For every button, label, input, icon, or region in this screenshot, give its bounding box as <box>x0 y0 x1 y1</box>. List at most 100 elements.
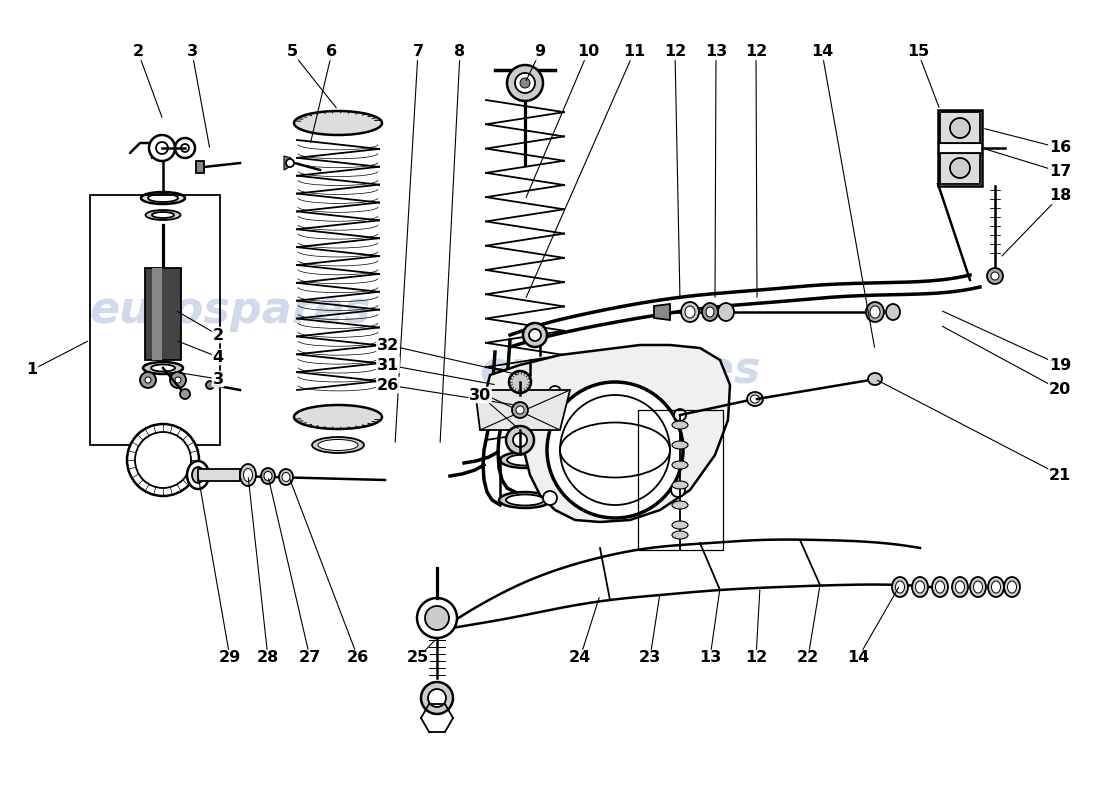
Text: 12: 12 <box>745 650 767 666</box>
Text: 22: 22 <box>796 650 820 666</box>
Ellipse shape <box>294 405 382 429</box>
Ellipse shape <box>706 307 714 317</box>
Ellipse shape <box>672 501 688 509</box>
Ellipse shape <box>507 454 543 466</box>
Circle shape <box>417 598 456 638</box>
Ellipse shape <box>243 469 253 482</box>
Polygon shape <box>938 110 982 186</box>
Circle shape <box>156 142 168 154</box>
Text: 2: 2 <box>132 45 144 59</box>
Circle shape <box>428 689 446 707</box>
Ellipse shape <box>141 192 185 204</box>
Text: eurospares: eurospares <box>89 289 371 331</box>
Text: 7: 7 <box>412 45 424 59</box>
Circle shape <box>950 118 970 138</box>
Ellipse shape <box>672 481 688 489</box>
Ellipse shape <box>892 577 907 597</box>
Ellipse shape <box>143 362 183 374</box>
Circle shape <box>509 371 531 393</box>
Text: 26: 26 <box>346 650 370 666</box>
Ellipse shape <box>145 210 180 220</box>
Text: 2: 2 <box>212 327 223 342</box>
Circle shape <box>175 377 182 383</box>
Ellipse shape <box>952 577 968 597</box>
Ellipse shape <box>866 302 884 322</box>
Ellipse shape <box>747 392 763 406</box>
Ellipse shape <box>672 461 688 469</box>
Polygon shape <box>940 153 980 184</box>
Circle shape <box>522 323 547 347</box>
Text: 8: 8 <box>454 45 465 59</box>
Ellipse shape <box>672 521 688 529</box>
Polygon shape <box>475 390 570 430</box>
Polygon shape <box>198 469 240 481</box>
Ellipse shape <box>187 461 209 489</box>
Ellipse shape <box>1004 577 1020 597</box>
Text: 15: 15 <box>906 45 930 59</box>
Ellipse shape <box>988 577 1004 597</box>
Ellipse shape <box>932 577 948 597</box>
Text: 14: 14 <box>847 650 869 666</box>
Ellipse shape <box>499 492 551 508</box>
Text: 12: 12 <box>664 45 686 59</box>
Polygon shape <box>940 112 980 143</box>
Text: 13: 13 <box>698 650 722 666</box>
Ellipse shape <box>685 306 695 318</box>
Circle shape <box>135 432 191 488</box>
Text: 3: 3 <box>186 45 198 59</box>
Text: 23: 23 <box>639 650 661 666</box>
Text: 26: 26 <box>377 378 399 393</box>
Text: 32: 32 <box>377 338 399 353</box>
Text: 24: 24 <box>569 650 591 666</box>
Ellipse shape <box>240 464 256 486</box>
Text: 1: 1 <box>26 362 37 378</box>
Circle shape <box>987 268 1003 284</box>
Text: 17: 17 <box>1049 165 1071 179</box>
Circle shape <box>991 272 999 280</box>
Circle shape <box>515 73 535 93</box>
Text: 5: 5 <box>286 45 298 59</box>
Ellipse shape <box>681 302 698 322</box>
Text: 18: 18 <box>1049 189 1071 203</box>
Circle shape <box>170 372 186 388</box>
Text: 14: 14 <box>811 45 833 59</box>
Text: 13: 13 <box>705 45 727 59</box>
Ellipse shape <box>261 468 275 484</box>
Ellipse shape <box>500 452 550 468</box>
Text: 16: 16 <box>1049 141 1071 155</box>
Polygon shape <box>485 345 730 522</box>
Circle shape <box>671 483 685 497</box>
Circle shape <box>512 402 528 418</box>
Ellipse shape <box>672 441 688 449</box>
Circle shape <box>145 377 151 383</box>
Ellipse shape <box>886 304 900 320</box>
Text: 6: 6 <box>327 45 338 59</box>
Ellipse shape <box>672 421 688 429</box>
Ellipse shape <box>312 437 364 453</box>
Ellipse shape <box>915 581 924 593</box>
Circle shape <box>549 386 561 398</box>
Text: 9: 9 <box>535 45 546 59</box>
Circle shape <box>520 78 530 88</box>
Ellipse shape <box>912 577 928 597</box>
Ellipse shape <box>718 303 734 321</box>
Text: 29: 29 <box>219 650 241 666</box>
Text: 28: 28 <box>257 650 279 666</box>
Circle shape <box>516 406 524 414</box>
Polygon shape <box>284 156 292 170</box>
Ellipse shape <box>279 469 293 485</box>
Circle shape <box>421 682 453 714</box>
Ellipse shape <box>506 494 544 506</box>
Circle shape <box>674 409 686 421</box>
Ellipse shape <box>1008 581 1016 593</box>
Ellipse shape <box>152 212 174 218</box>
Text: 31: 31 <box>377 358 399 373</box>
Ellipse shape <box>151 365 175 371</box>
Circle shape <box>560 395 670 505</box>
Polygon shape <box>196 161 204 173</box>
Bar <box>638 410 723 550</box>
Circle shape <box>513 433 527 447</box>
Text: 4: 4 <box>212 350 223 365</box>
Ellipse shape <box>282 473 290 482</box>
Ellipse shape <box>672 531 688 539</box>
